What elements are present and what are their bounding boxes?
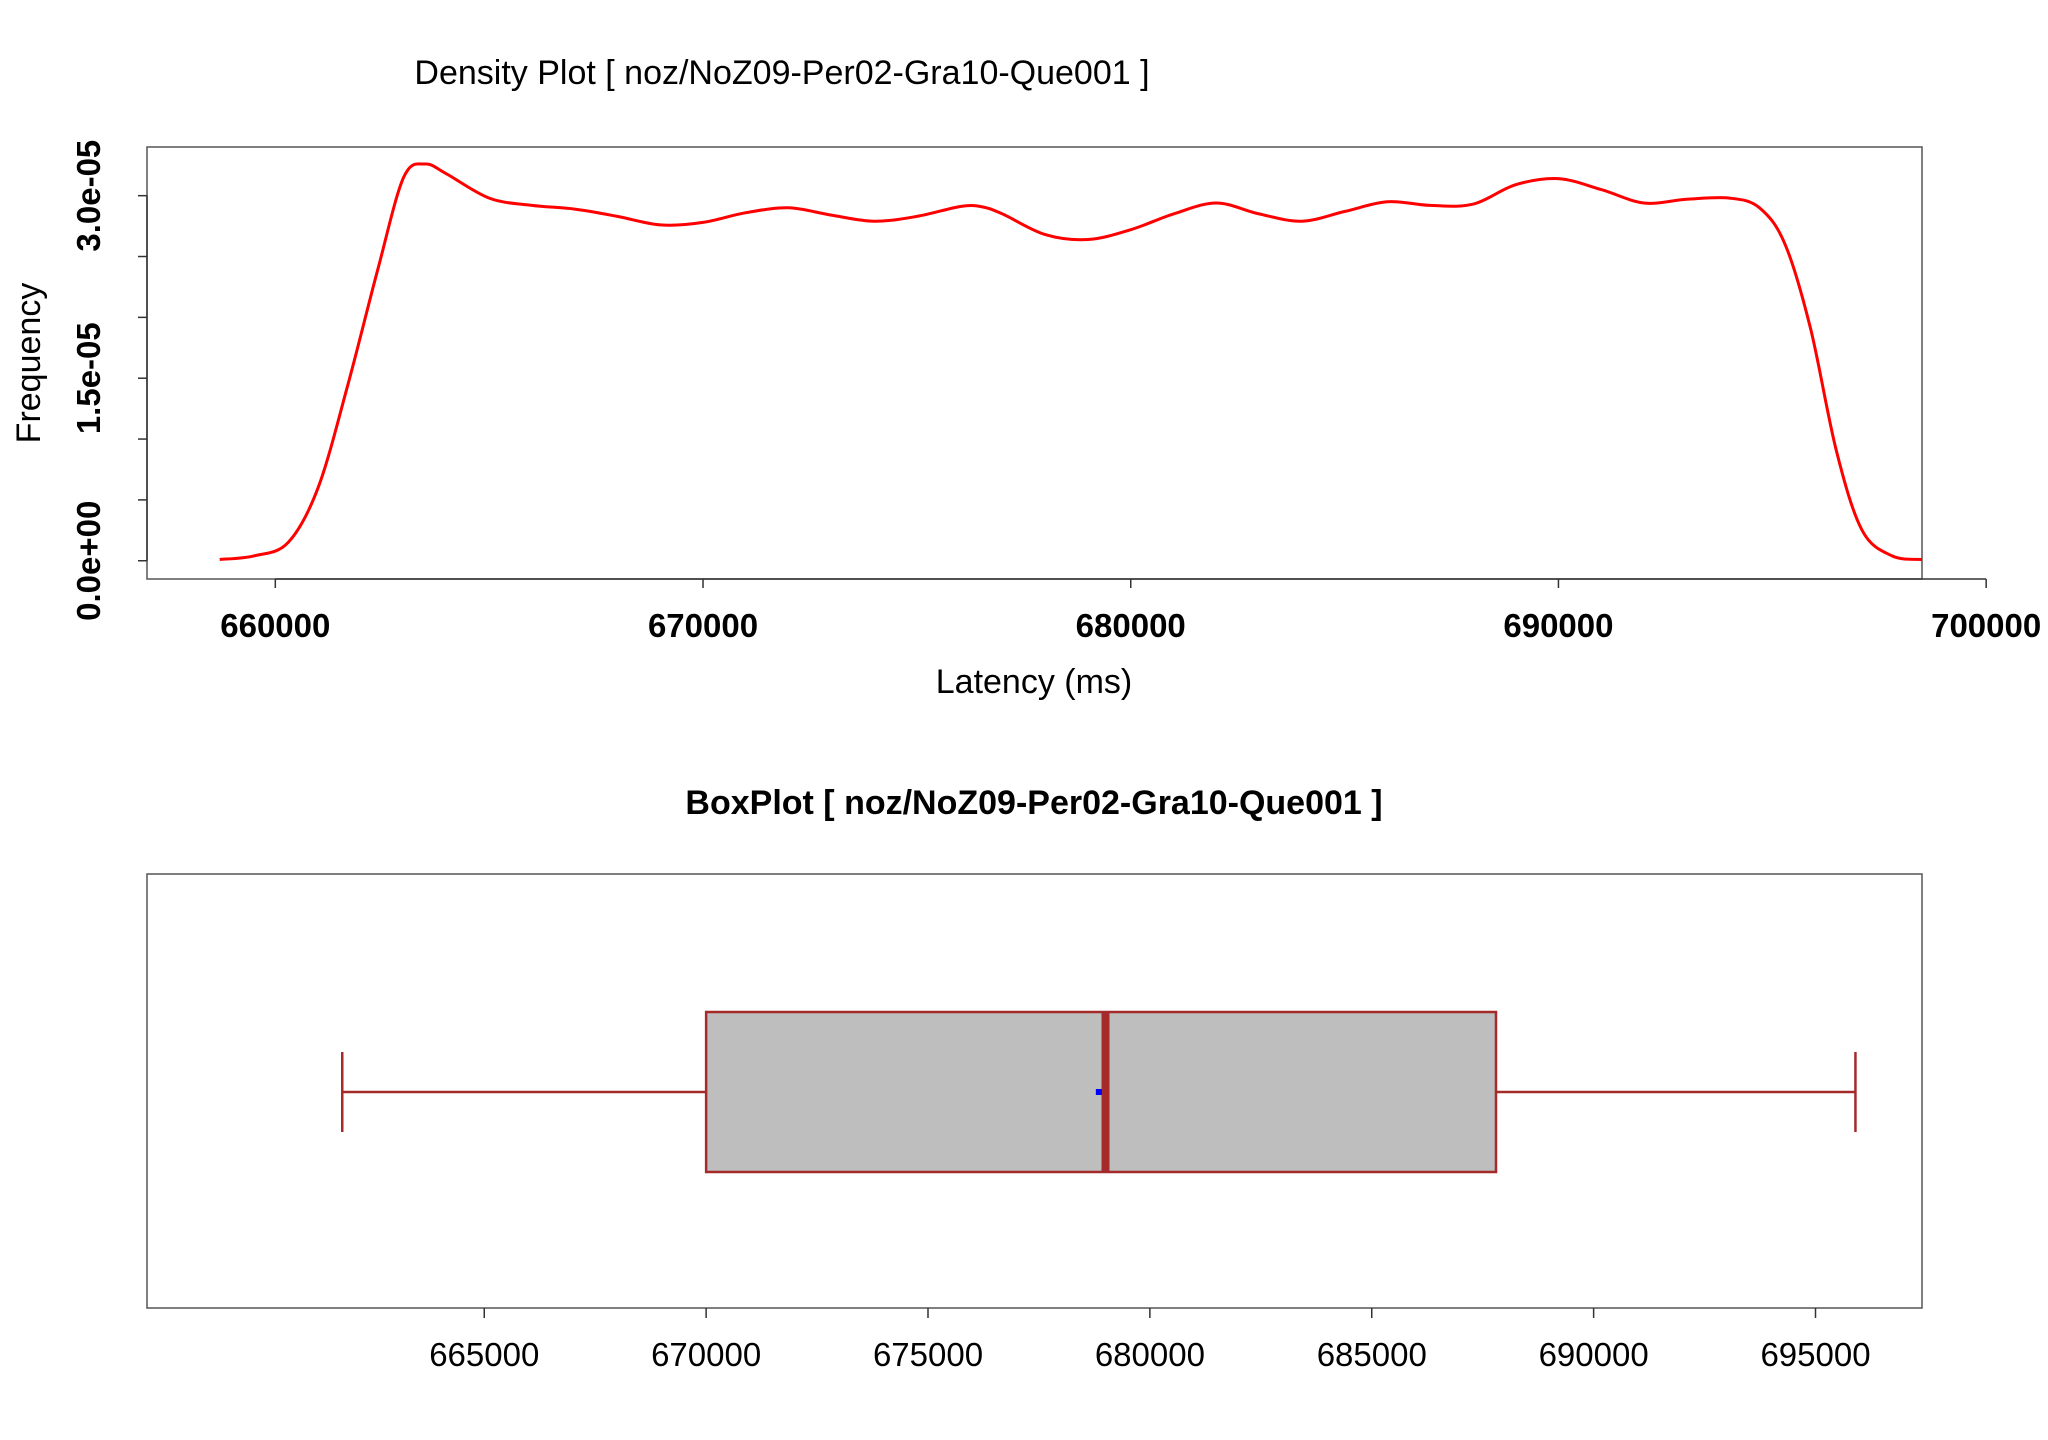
density-x-tick-label: 690000 <box>1503 607 1613 644</box>
density-y-axis-label: Frequency <box>10 283 48 444</box>
density-plot: Density Plot [ noz/NoZ09-Per02-Gra10-Que… <box>10 54 2041 701</box>
box-mean-point <box>1095 1089 1102 1095</box>
density-y-tick-label: 3.0e-05 <box>70 140 107 252</box>
box-x-tick-label: 670000 <box>651 1336 761 1373</box>
box-x-axis: 665000 670000 675000 680000 685000 690000 6950… <box>429 1308 1871 1373</box>
density-y-tick-label: 0.0e+00 <box>70 501 107 621</box>
box-x-tick-label: 695000 <box>1760 1336 1870 1373</box>
density-x-axis: 660000 670000 680000 690000 700000 <box>220 578 2041 644</box>
box-iqr <box>704 1010 1498 1174</box>
density-x-tick-label: 670000 <box>648 607 758 644</box>
box-plot: BoxPlot [ noz/NoZ09-Per02-Gra10-Que001 ]… <box>146 784 1923 1373</box>
density-title: Density Plot [ noz/NoZ09-Per02-Gra10-Que… <box>414 54 1149 92</box>
box-marks <box>341 1010 1857 1174</box>
box-x-tick-label: 680000 <box>1095 1336 1205 1373</box>
density-x-tick-label: 660000 <box>220 607 330 644</box>
box-x-tick-label: 685000 <box>1317 1336 1427 1373</box>
density-plot-frame <box>146 146 1923 580</box>
box-x-tick-label: 675000 <box>873 1336 983 1373</box>
box-title: BoxPlot [ noz/NoZ09-Per02-Gra10-Que001 ] <box>685 784 1382 822</box>
density-x-tick-label: 700000 <box>1931 607 2041 644</box>
density-x-tick-label: 680000 <box>1076 607 1186 644</box>
box-plot-frame <box>146 873 1923 1309</box>
density-curve <box>219 162 1923 561</box>
box-x-tick-label: 690000 <box>1539 1336 1649 1373</box>
box-x-tick-label: 665000 <box>429 1336 539 1373</box>
density-y-axis: 0.0e+00 1.5e-05 3.0e-05 <box>70 140 148 621</box>
density-y-tick-label: 1.5e-05 <box>70 322 107 434</box>
density-x-axis-label: Latency (ms) <box>936 663 1133 701</box>
